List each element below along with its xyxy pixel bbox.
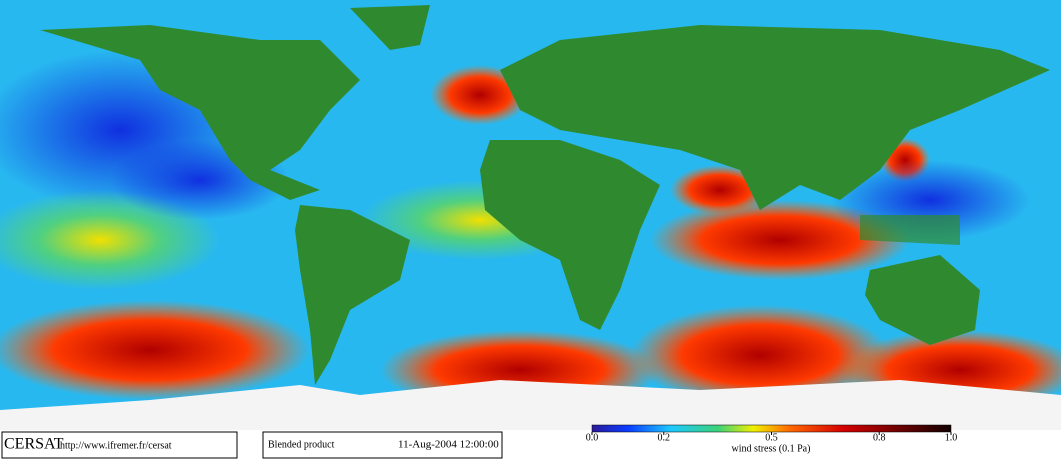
antarctica <box>0 380 1061 430</box>
colorbar-tick-label: 1.0 <box>945 432 958 443</box>
logo-box <box>1 431 238 459</box>
date: 11-Aug-2004 12:00:00 <box>398 439 499 451</box>
colorbar-tick-label: 0.2 <box>658 432 671 443</box>
url: http://www.ifremer.fr/cersat <box>60 440 172 451</box>
colorbar-label: wind stress (0.1 Pa) <box>732 443 811 454</box>
colorbar <box>591 424 952 433</box>
colorbar-tick-label: 0.0 <box>586 432 599 443</box>
colorbar-tick-label: 0.5 <box>765 432 778 443</box>
product-box <box>262 431 503 459</box>
logo: CERSAT <box>4 436 64 453</box>
product: Blended product <box>268 439 335 450</box>
colorbar-tick-label: 0.8 <box>873 432 886 443</box>
continents <box>40 5 1050 385</box>
